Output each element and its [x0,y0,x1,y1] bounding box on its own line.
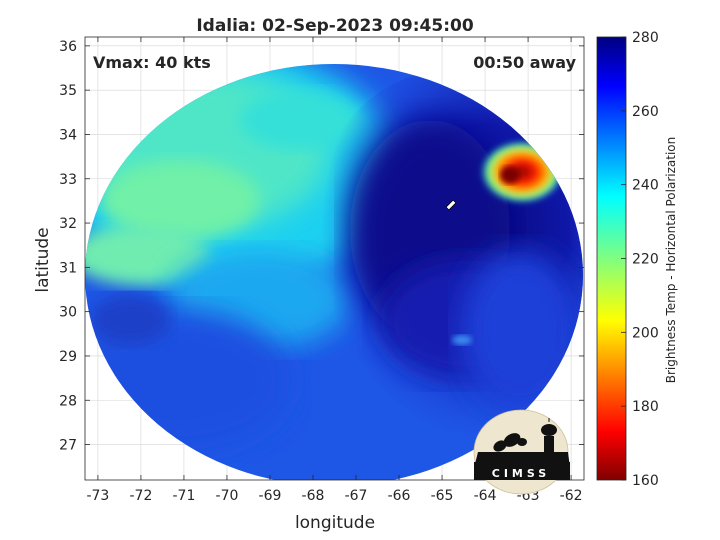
colorbar-tick-label: 160 [632,473,659,489]
y-tick-label: 32 [59,216,77,232]
y-tick-label: 27 [59,438,77,454]
x-tick-label: -73 [86,488,109,504]
y-tick-label: 31 [59,260,77,276]
cimss-logo: CIMSS [473,409,570,495]
y-tick-label: 35 [59,83,77,99]
x-tick-label: -64 [474,488,497,504]
colorbar-label: Brightness Temp - Horizontal Polarizatio… [664,137,678,384]
y-tick-label: 30 [59,305,77,321]
vmax-label: Vmax: 40 kts [93,53,211,72]
y-tick-label: 33 [59,172,77,188]
x-axis-label: longitude [295,513,375,533]
storm-center-marker [445,199,457,211]
colorbar-ticks: 160 180 200 220 240 260 280 [621,30,659,489]
chart-title: Idalia: 02-Sep-2023 09:45:00 [196,16,473,36]
plot-frame [84,36,585,481]
colorbar-tick-label: 220 [632,252,659,268]
y-axis-ticks: 27 28 29 30 31 32 33 34 35 36 [59,39,584,454]
colorbar-tick-label: 280 [632,30,659,46]
y-tick-label: 29 [59,349,77,365]
x-tick-label: -69 [259,488,282,504]
x-tick-label: -65 [431,488,454,504]
colorbar-tick-label: 240 [632,178,659,194]
y-tick-label: 36 [59,39,77,55]
y-tick-label: 28 [59,393,77,409]
x-tick-label: -66 [388,488,411,504]
y-axis-label: latitude [33,227,53,292]
x-tick-label: -67 [345,488,368,504]
colorbar-tick-label: 260 [632,104,659,120]
x-tick-label: -62 [560,488,583,504]
colorbar-tick-label: 180 [632,399,659,415]
x-tick-label: -71 [173,488,196,504]
x-tick-label: -72 [129,488,152,504]
colorbar: 160 180 200 220 240 260 280 Brightness Temp - … [596,30,678,489]
colorbar-tick-label: 200 [632,325,659,341]
time-away-label: 00:50 away [473,53,576,72]
x-tick-label: -70 [216,488,239,504]
x-tick-label: -68 [302,488,325,504]
logo-text: CIMSS [492,467,550,480]
y-tick-label: 34 [59,127,77,143]
